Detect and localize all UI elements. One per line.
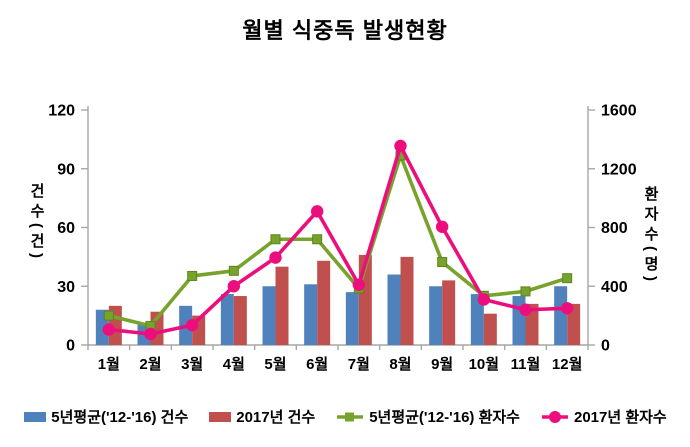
- left-axis-tick-label: 30: [57, 279, 75, 296]
- legend-label-2017-patients: 2017년 환자수: [574, 409, 667, 426]
- legend-swatch-green-line-square-icon: [337, 412, 364, 421]
- x-axis-category-label: 2월: [139, 356, 161, 373]
- legend-item-2017-patients: 2017년 환자수: [540, 406, 667, 427]
- right-axis-tick-label: 1600: [601, 103, 637, 120]
- bar-7월: [345, 292, 359, 345]
- right-axis-tick-label: 0: [601, 338, 610, 355]
- bar-series-1: [108, 254, 581, 345]
- square-marker: [270, 234, 281, 245]
- square-marker: [520, 286, 531, 297]
- square-marker: [562, 273, 573, 284]
- square-marker: [437, 257, 448, 268]
- line-path: [107, 144, 569, 336]
- x-axis-category-label: 6월: [306, 356, 328, 373]
- bar-12월: [554, 286, 568, 345]
- legend-label-5yr-patients: 5년평균('12-'16) 환자수: [369, 409, 520, 426]
- bar-4월: [233, 296, 247, 345]
- bar-5월: [262, 286, 276, 345]
- x-axis-category-label: 1월: [98, 356, 120, 373]
- bar-6월: [317, 260, 331, 345]
- circle-marker: [352, 278, 366, 291]
- circle-marker: [394, 139, 407, 153]
- x-axis-category-label: 12월: [552, 356, 583, 373]
- square-marker: [103, 310, 114, 321]
- circle-marker: [144, 327, 157, 341]
- bar-10월: [470, 294, 484, 345]
- legend-item-5yr-cases: 5년평균('12-'16) 건수: [23, 406, 188, 427]
- left-axis-tick-label: 120: [48, 103, 75, 120]
- legend-item-2017-cases: 2017년 건수: [208, 406, 315, 427]
- circle-marker: [310, 205, 324, 218]
- circle-marker: [519, 303, 532, 316]
- bar-8월: [400, 256, 414, 345]
- line-series-1: [102, 139, 574, 341]
- bar-4월: [220, 294, 234, 345]
- bar-6월: [304, 284, 318, 345]
- chart-legend: 5년평균('12-'16) 건수 2017년 건수 5년평균('12-'16) …: [0, 406, 690, 427]
- circle-marker: [227, 280, 241, 293]
- circle-marker: [477, 293, 491, 306]
- circle-marker: [185, 318, 199, 332]
- legend-swatch-blue-bar-icon: [24, 411, 47, 422]
- chart-title: 월별 식중독 발생현황: [242, 18, 448, 43]
- square-marker: [312, 234, 323, 245]
- square-marker: [228, 265, 239, 276]
- legend-swatch-pink-line-circle-icon: [542, 410, 568, 423]
- right-axis-tick-label: 800: [601, 220, 628, 237]
- circle-marker: [269, 251, 282, 264]
- x-axis-category-label: 7월: [348, 356, 370, 373]
- bar-10월: [483, 313, 497, 345]
- left-axis-tick-label: 60: [57, 220, 75, 237]
- legend-swatch-red-bar-icon: [209, 411, 232, 422]
- bar-9월: [442, 280, 456, 345]
- legend-item-5yr-patients: 5년평균('12-'16) 환자수: [335, 406, 520, 427]
- x-axis-category-label: 3월: [181, 356, 203, 373]
- legend-label-5yr-cases: 5년평균('12-'16) 건수: [51, 409, 189, 426]
- bar-9월: [429, 286, 443, 345]
- circle-marker: [435, 220, 449, 233]
- x-axis-category-label: 10월: [469, 356, 500, 373]
- x-axis-category-label: 11월: [511, 356, 541, 373]
- x-axis-category-label: 9월: [431, 356, 453, 373]
- circle-marker: [102, 323, 116, 336]
- bar-8월: [387, 274, 401, 345]
- square-marker: [187, 270, 198, 281]
- bar-12월: [567, 303, 581, 345]
- left-axis-label: 건수(건): [28, 183, 45, 263]
- bar-11월: [512, 296, 526, 345]
- right-axis-tick-label: 1200: [601, 161, 637, 178]
- x-axis-category-label: 4월: [223, 356, 245, 373]
- x-axis-category-label: 8월: [389, 356, 411, 373]
- x-axis-category-label: 5월: [264, 356, 286, 373]
- line-path: [107, 153, 569, 328]
- bar-5월: [275, 266, 289, 345]
- circle-marker: [560, 302, 574, 315]
- left-axis-tick-label: 0: [66, 338, 75, 355]
- left-axis-tick-label: 90: [57, 161, 75, 178]
- right-axis-tick-label: 400: [601, 279, 628, 296]
- legend-label-2017-cases: 2017년 건수: [236, 409, 316, 426]
- right-axis-label: 환자수(명): [642, 186, 659, 286]
